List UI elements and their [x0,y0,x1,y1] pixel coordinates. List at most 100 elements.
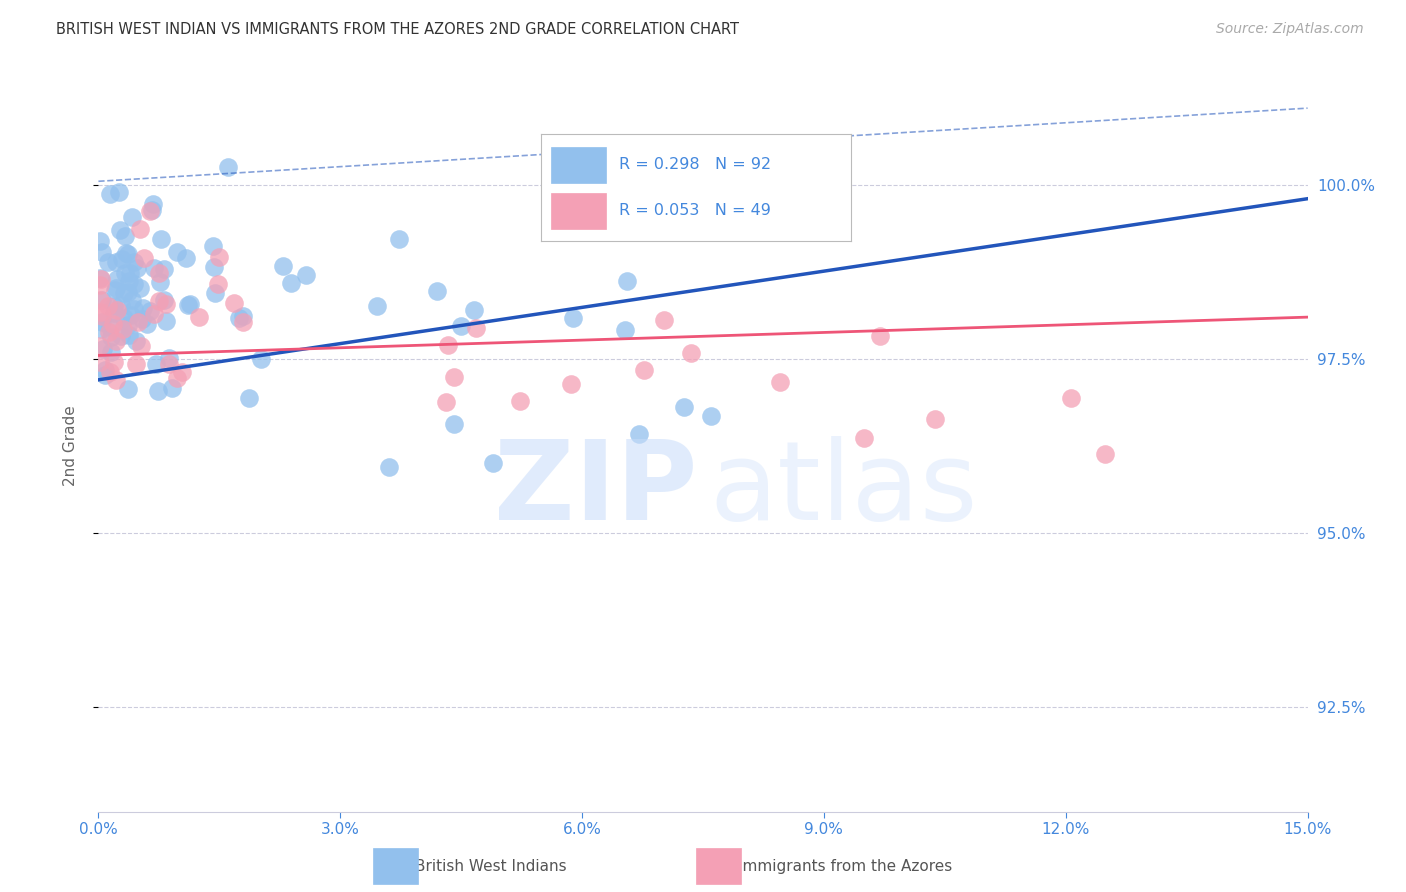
Point [463,303,485,318]
Point [160,381,183,395]
Point [166,370,188,384]
Point [652,313,675,327]
Text: Source: ZipAtlas.com: Source: ZipAtlas.com [1216,22,1364,37]
Point [117,382,139,396]
Point [155,314,177,328]
Point [103,299,125,313]
Point [924,412,946,426]
Point [114,228,136,243]
Point [91,293,114,307]
Point [142,197,165,211]
Point [560,376,582,391]
Point [155,297,177,311]
Point [208,250,231,264]
Point [626,222,648,236]
Point [98,319,121,334]
Point [110,252,132,266]
Point [131,339,153,353]
Text: R = 0.053   N = 49: R = 0.053 N = 49 [619,203,770,219]
Point [176,298,198,312]
Point [103,355,125,369]
Point [104,283,127,297]
Point [378,460,401,475]
Point [100,344,122,359]
Point [105,254,128,268]
Point [117,285,139,300]
Point [614,323,637,337]
Point [426,284,449,298]
Point [700,409,723,423]
Point [91,343,114,357]
Point [105,303,128,318]
Point [117,318,139,333]
Point [97,300,120,314]
Point [224,296,246,310]
Point [89,293,111,307]
Point [89,270,111,285]
Point [111,322,134,336]
Point [179,297,201,311]
Point [108,185,131,199]
Point [434,394,457,409]
Point [232,309,254,323]
Point [105,281,128,295]
Point [627,426,650,441]
Point [188,310,211,324]
Point [443,417,465,431]
Point [114,267,136,281]
Point [90,310,112,324]
Point [103,306,125,320]
Point [170,365,193,379]
Point [105,272,128,286]
Point [98,365,121,379]
Point [388,232,411,246]
Point [139,204,162,219]
Point [616,275,638,289]
Point [125,261,148,276]
Point [366,299,388,313]
Point [482,456,505,470]
Point [94,362,117,376]
Point [280,276,302,290]
Point [122,302,145,317]
Point [204,286,226,301]
Point [176,251,198,265]
Text: British West Indians: British West Indians [415,859,567,873]
Point [769,375,792,389]
Point [853,432,876,446]
Point [128,222,150,236]
Point [110,298,132,312]
Point [90,322,112,336]
Point [128,281,150,295]
Point [110,223,132,237]
Y-axis label: 2nd Grade: 2nd Grade [63,406,77,486]
Point [143,261,166,276]
Point [148,293,170,308]
Point [124,277,146,292]
Point [271,259,294,273]
Point [238,391,260,405]
Point [142,307,165,321]
Text: ZIP: ZIP [494,436,697,543]
Point [118,273,141,287]
Point [673,401,696,415]
Point [100,330,122,344]
Point [98,186,121,201]
Point [112,311,135,326]
Point [157,351,180,365]
Point [125,357,148,371]
Point [132,301,155,316]
Point [148,266,170,280]
Point [89,338,111,352]
Point [149,232,172,246]
Point [443,370,465,384]
Point [1060,391,1083,405]
Point [149,275,172,289]
Point [89,355,111,369]
Point [121,293,143,308]
Point [166,244,188,259]
Text: R = 0.298   N = 92: R = 0.298 N = 92 [619,157,770,172]
Point [90,244,112,259]
Point [148,384,170,399]
Point [115,245,138,260]
